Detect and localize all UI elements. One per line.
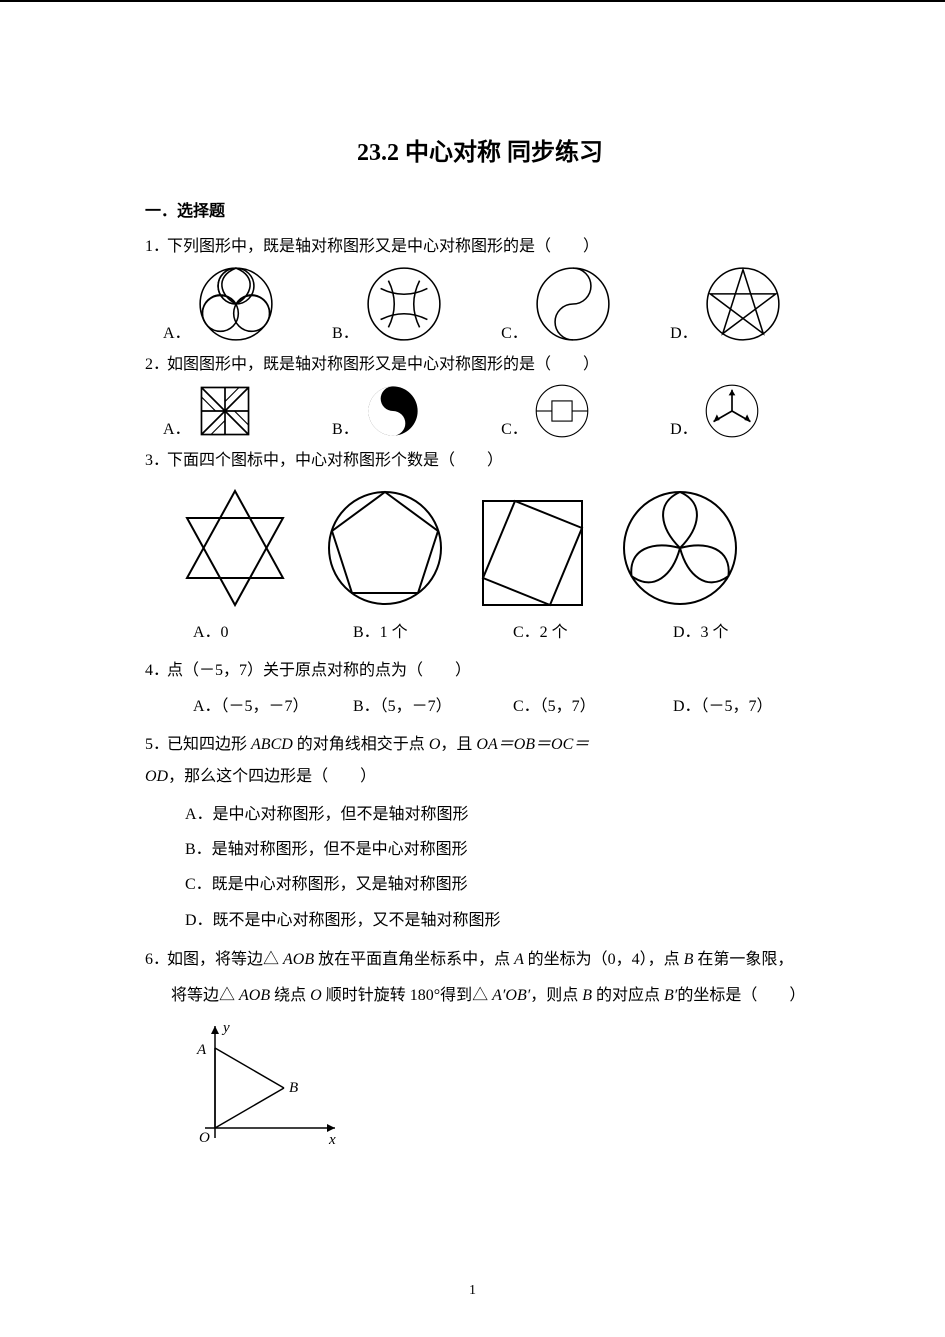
q3-number: 3． (145, 445, 167, 477)
q1-figure-d-icon (704, 265, 782, 343)
q4-opt-c: C．（5，7） (513, 691, 673, 723)
q4-opt-d: D．（－5，7） (673, 691, 833, 723)
question-6: 6．如图，将等边△ AOB 放在平面直角坐标系中，点 A 的坐标为（0，4），点… (145, 944, 815, 976)
question-2: 2．如图图形中，既是轴对称图形又是中心对称图形的是（ ） (145, 349, 815, 381)
q5-opt-d: D．既不是中心对称图形，又不是轴对称图形 (185, 903, 815, 938)
q1-figure-a-icon (197, 265, 275, 343)
q6-axis-y: y (221, 1020, 230, 1036)
q6-l1c: 的坐标为（0，4），点 (528, 951, 680, 968)
q5-opt-a: A．是中心对称图形，但不是轴对称图形 (185, 797, 815, 832)
q6-label-A: A (196, 1042, 207, 1058)
q5-opt-c: C．既是中心对称图形，又是轴对称图形 (185, 867, 815, 902)
q6-number: 6． (145, 944, 167, 976)
q5-opt-b: B．是轴对称图形，但不是中心对称图形 (185, 832, 815, 867)
q4-text: 点（－5，7）关于原点对称的点为（ ） (167, 662, 471, 679)
q6-l2e: 的对应点 (596, 987, 660, 1004)
q6-axis-x: x (328, 1132, 336, 1148)
q1-options: A． B． (163, 265, 815, 343)
q6-l2a: 将等边△ (171, 987, 235, 1004)
q2-opt-b-label: B． (332, 415, 359, 439)
q6-l2b: 绕点 (274, 987, 306, 1004)
q3-text: 下面四个图标中，中心对称图形个数是（ ） (167, 452, 503, 469)
q6-aob-2: AOB (235, 987, 274, 1004)
q5-o: O (425, 736, 441, 753)
q6-l1a: 如图，将等边△ (167, 951, 279, 968)
q2-number: 2． (145, 349, 167, 381)
q3-figure-1-icon (175, 483, 295, 613)
q6-aob: AOB (279, 951, 318, 968)
q6-l1d: 在第一象限， (697, 951, 793, 968)
q6-figure-icon: A B O x y (185, 1018, 345, 1148)
q3-figure-4-icon (620, 483, 740, 613)
q3-figures (175, 483, 815, 613)
q5-text-d: ，那么这个四边形是（ ） (168, 768, 376, 785)
q4-number: 4． (145, 655, 167, 687)
q3-figure-2-icon (325, 483, 445, 613)
q2-text: 如图图形中，既是轴对称图形又是中心对称图形的是（ ） (167, 356, 599, 373)
q2-figure-d-icon (704, 383, 760, 439)
q4-opt-b: B．（5，－7） (353, 691, 513, 723)
q6-label-B: B (289, 1080, 298, 1096)
q1-opt-a-label: A． (163, 319, 191, 343)
q2-options: A． B． (163, 383, 815, 439)
q4-opt-a: A．（－5，－7） (193, 691, 353, 723)
page-title: 23.2 中心对称 同步练习 (145, 132, 815, 167)
q3-opt-b: B．1 个 (353, 617, 513, 649)
q3-opt-d: D．3 个 (673, 617, 833, 649)
q5-number: 5． (145, 729, 167, 761)
q6-a: A (510, 951, 527, 968)
page-number: 1 (0, 1283, 945, 1299)
q2-figure-a-icon (197, 383, 253, 439)
question-1: 1．下列图形中，既是轴对称图形又是中心对称图形的是（ ） (145, 231, 815, 263)
q1-text: 下列图形中，既是轴对称图形又是中心对称图形的是（ ） (167, 238, 599, 255)
q6-l2d: ，则点 (530, 987, 578, 1004)
question-6-line2: 将等边△ AOB 绕点 O 顺时针旋转 180°得到△ A′OB′，则点 B 的… (171, 980, 815, 1012)
q5-options: A．是中心对称图形，但不是轴对称图形 B．是轴对称图形，但不是中心对称图形 C．… (185, 797, 815, 938)
section-heading: 一．选择题 (145, 197, 815, 221)
question-3: 3．下面四个图标中，中心对称图形个数是（ ） (145, 445, 815, 477)
q6-l1b: 放在平面直角坐标系中，点 (318, 951, 510, 968)
q2-opt-c-label: C． (501, 415, 528, 439)
q5-text-b: 的对角线相交于点 (297, 736, 425, 753)
q5-text-a: 已知四边形 (167, 736, 247, 753)
q2-figure-c-icon (534, 383, 590, 439)
q1-figure-c-icon (534, 265, 612, 343)
q3-opt-c: C．2 个 (513, 617, 673, 649)
q6-b: B (680, 951, 698, 968)
question-4: 4．点（－5，7）关于原点对称的点为（ ） (145, 655, 815, 687)
q2-opt-d-label: D． (670, 415, 698, 439)
q3-opt-a: A．0 (193, 617, 353, 649)
q6-figure-wrap: A B O x y (185, 1018, 815, 1148)
q6-bp: B′ (660, 987, 677, 1004)
question-5: 5．已知四边形 ABCD 的对角线相交于点 O，且 OA＝OB＝OC＝OD，那么… (145, 729, 815, 793)
q6-label-O: O (199, 1130, 210, 1146)
q3-figure-3-icon (475, 493, 590, 613)
q4-options: A．（－5，－7） B．（5，－7） C．（5，7） D．（－5，7） (193, 691, 815, 723)
q1-opt-d-label: D． (670, 319, 698, 343)
q5-abcd: ABCD (247, 736, 297, 753)
q1-opt-c-label: C． (501, 319, 528, 343)
q1-number: 1． (145, 231, 167, 263)
q1-figure-b-icon (365, 265, 443, 343)
q5-text-c: ，且 (440, 736, 476, 753)
q2-opt-a-label: A． (163, 415, 191, 439)
q6-b2: B (578, 987, 596, 1004)
q6-l2f: 的坐标是（ ） (677, 987, 805, 1004)
q2-figure-b-icon (365, 383, 421, 439)
q6-aob2: A′OB′ (488, 987, 530, 1004)
q3-options: A．0 B．1 个 C．2 个 D．3 个 (193, 617, 815, 649)
q6-o: O (306, 987, 326, 1004)
page: 23.2 中心对称 同步练习 一．选择题 1．下列图形中，既是轴对称图形又是中心… (0, 0, 945, 1337)
q1-opt-b-label: B． (332, 319, 359, 343)
q6-l2c: 顺时针旋转 180°得到△ (326, 987, 488, 1004)
